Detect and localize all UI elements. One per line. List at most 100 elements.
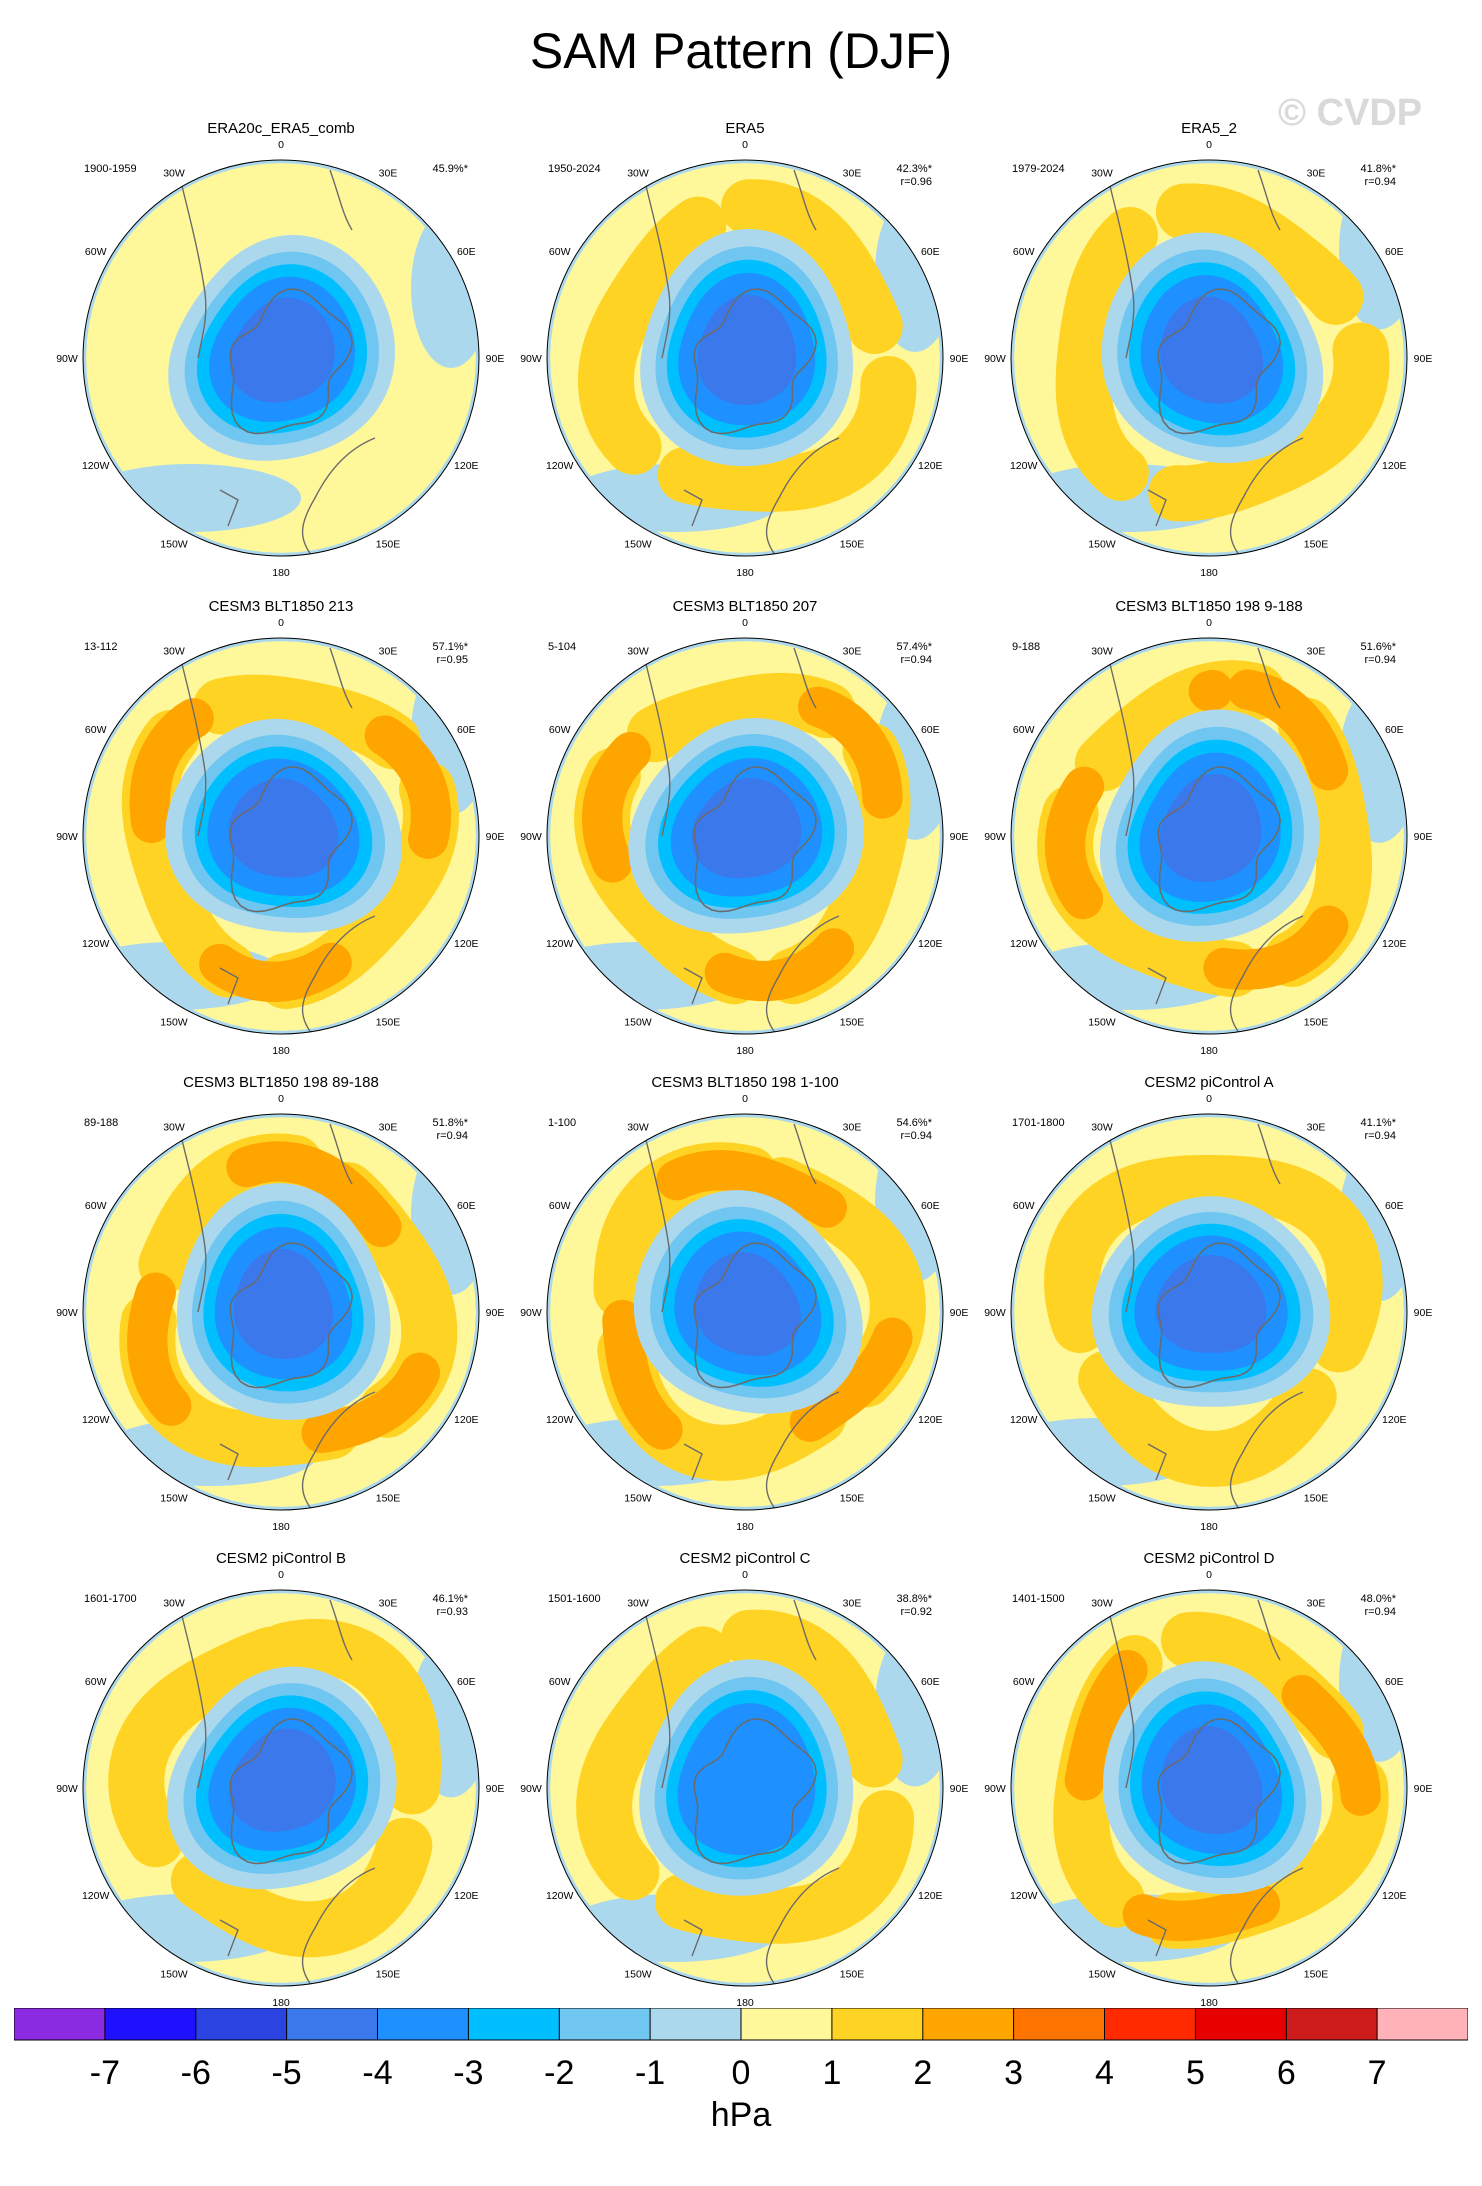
colorbar-tick-label: 4	[1095, 2054, 1114, 2092]
antarctica-coastline	[693, 766, 818, 913]
longitude-label: 90E	[950, 353, 969, 365]
polar-map: CESM3 BLT1850 213 13-112 57.1%*r=0.95 0 30E 6…	[56, 598, 504, 1057]
australia-coastline	[301, 437, 376, 556]
positive-ring-lobe	[593, 1142, 926, 1481]
longitude-label: 150W	[160, 1016, 188, 1028]
colorbar-swatch	[14, 2008, 106, 2040]
longitude-label: 120W	[546, 460, 574, 472]
panel-title: CESM3 BLT1850 198 9-188	[1115, 598, 1302, 615]
map-frame	[546, 1589, 944, 1987]
longitude-label: 90W	[56, 1783, 78, 1795]
negative-core-contour	[229, 297, 335, 403]
longitude-label: 90W	[984, 353, 1006, 365]
colorbar-swatch	[1286, 2008, 1378, 2040]
longitude-label: 60E	[921, 724, 940, 736]
polar-map: CESM2 piControl A 1701-1800 41.1%*r=0.94 0 3…	[984, 1074, 1432, 1533]
colorbar-tick-label: -4	[362, 2054, 392, 2092]
longitude-label: 30E	[1307, 168, 1326, 180]
longitude-label: 60E	[457, 1676, 476, 1688]
variance-label: 57.4%*	[897, 641, 933, 653]
map-frame	[82, 637, 480, 1035]
longitude-label: 90W	[520, 353, 542, 365]
map-frame	[82, 159, 480, 557]
map-field	[1011, 1590, 1407, 1986]
new-zealand-coastline	[219, 967, 239, 1005]
colorbar-swatch	[559, 2008, 651, 2040]
australia-coastline	[765, 437, 840, 556]
polar-map: ERA20c_ERA5_comb 1900-1959 45.9%* 0 30E 60E 90…	[56, 120, 504, 579]
longitude-label: 0	[1206, 1569, 1212, 1581]
longitude-label: 60E	[921, 1676, 940, 1688]
variance-label: 48.0%*	[1361, 1593, 1397, 1605]
colorbar-swatch	[286, 2008, 378, 2040]
africa-coastline	[1257, 1123, 1281, 1185]
period-label: 1950-2024	[548, 163, 601, 175]
longitude-label: 0	[742, 139, 748, 151]
positive-ring-lobe	[576, 1609, 915, 1944]
correlation-label: r=0.95	[437, 654, 469, 666]
polar-map: CESM2 piControl C 1501-1600 38.8%*r=0.92 0 3…	[520, 1550, 968, 2009]
longitude-label: 90E	[950, 1307, 969, 1319]
correlation-label: r=0.94	[1365, 1130, 1397, 1142]
negative-patch	[83, 464, 301, 532]
longitude-label: 60E	[1385, 724, 1404, 736]
longitude-label: 30W	[163, 646, 185, 658]
longitude-label: 150E	[1304, 1016, 1329, 1028]
australia-coastline	[765, 1867, 840, 1986]
variance-label: 54.6%*	[897, 1117, 933, 1129]
panel-title: CESM2 piControl C	[680, 1550, 811, 1567]
polar-map: CESM3 BLT1850 198 1-100 1-100 54.6%*r=0.94…	[520, 1074, 969, 1533]
correlation-label: r=0.93	[437, 1606, 469, 1618]
panel-title: CESM2 piControl B	[216, 1550, 346, 1567]
longitude-label: 120W	[546, 1414, 574, 1426]
south-america-coastline	[1107, 177, 1135, 359]
map-panel: CESM2 piControl A 1701-1800 41.1%* r=0.94 0 3…	[958, 1072, 1452, 1546]
colorbar-tick-label: -2	[544, 2054, 574, 2092]
longitude-label: 60E	[1385, 1676, 1404, 1688]
map-panel: ERA5 1950-2024 42.3%* r=0.96 0 30E 60E 90E 120E 1…	[494, 118, 988, 592]
longitude-label: 150W	[624, 1492, 652, 1504]
longitude-label: 0	[1206, 139, 1212, 151]
longitude-label: 90E	[486, 1307, 505, 1319]
panel-title: ERA5	[725, 120, 764, 137]
colorbar-tick-label: 7	[1368, 2054, 1387, 2092]
correlation-label: r=0.92	[901, 1606, 933, 1618]
longitude-label: 60E	[921, 1200, 940, 1212]
colorbar-swatch	[922, 2008, 1015, 2040]
positive-ring-lobe	[1044, 668, 1365, 990]
colorbar-tick-label: 1	[822, 2054, 841, 2092]
longitude-label: 60W	[1013, 1676, 1035, 1688]
colorbar-swatch	[741, 2008, 833, 2040]
south-america-coastline	[643, 1607, 671, 1789]
colorbar-swatch	[104, 2008, 197, 2040]
longitude-label: 90W	[56, 1307, 78, 1319]
polar-map: CESM2 piControl B 1601-1700 46.1%*r=0.93 0 3…	[56, 1550, 504, 2009]
variance-label: 42.3%*	[897, 163, 933, 175]
longitude-label: 30W	[627, 1122, 649, 1134]
map-frame	[546, 637, 944, 1035]
new-zealand-coastline	[683, 1443, 703, 1481]
longitude-label: 60W	[549, 1200, 571, 1212]
longitude-label: 0	[278, 1093, 284, 1105]
longitude-label: 30E	[1307, 1598, 1326, 1610]
longitude-label: 90W	[56, 353, 78, 365]
longitude-label: 30W	[627, 168, 649, 180]
longitude-label: 30E	[843, 1122, 862, 1134]
africa-coastline	[793, 1599, 817, 1661]
negative-core-contour	[697, 294, 797, 405]
antarctica-coastline	[1157, 288, 1282, 435]
longitude-label: 120E	[1382, 1890, 1407, 1902]
new-zealand-coastline	[1147, 489, 1167, 527]
longitude-label: 30W	[163, 168, 185, 180]
panel-title: CESM3 BLT1850 213	[209, 598, 354, 615]
polar-map: CESM3 BLT1850 207 5-104 57.4%*r=0.94 0 30E 60…	[520, 598, 968, 1057]
longitude-label: 30E	[1307, 1122, 1326, 1134]
period-label: 1979-2024	[1012, 163, 1065, 175]
south-america-coastline	[643, 655, 671, 837]
longitude-label: 150W	[1088, 538, 1116, 550]
longitude-label: 0	[742, 1569, 748, 1581]
colorbar-swatch	[195, 2008, 288, 2040]
longitude-label: 120E	[918, 1890, 943, 1902]
south-america-coastline	[179, 1607, 207, 1789]
australia-coastline	[301, 1391, 376, 1510]
